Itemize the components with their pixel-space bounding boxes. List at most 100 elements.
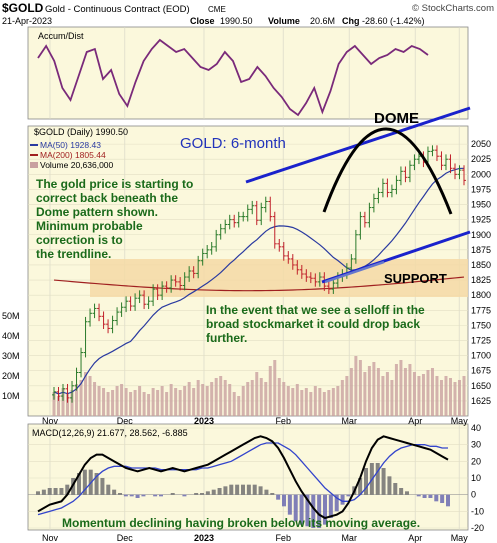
volume-bar <box>228 384 232 416</box>
volume-bar <box>340 380 344 416</box>
volume-bar <box>372 362 376 416</box>
volume-bar <box>399 360 403 416</box>
volume-bar <box>205 386 209 416</box>
price-tick-label: 1625 <box>471 396 491 406</box>
volume-bar <box>75 384 79 416</box>
macd-histogram <box>36 463 450 528</box>
volume-bar <box>255 372 259 416</box>
volume-bar <box>435 376 439 416</box>
volume-bar <box>273 360 277 416</box>
macd-signal-line <box>37 442 448 516</box>
ma50-line <box>53 167 465 395</box>
macd-tick-label: 30 <box>471 440 481 450</box>
volume-bar <box>70 390 74 416</box>
source-credit: © StockCharts.com <box>412 3 494 14</box>
macd-histogram-bar <box>217 488 222 495</box>
macd-histogram-bar <box>77 473 81 495</box>
x-tick-label: May <box>451 533 469 543</box>
macd-histogram-bar <box>434 494 439 502</box>
volume-bar <box>367 366 371 416</box>
volume-bar <box>430 368 434 416</box>
price-tick-label: 1800 <box>471 290 491 300</box>
volume-bar <box>291 388 295 416</box>
volume-bar <box>421 374 425 416</box>
volume-bar <box>462 376 466 416</box>
macd-tick-label: -20 <box>471 523 484 533</box>
volume-bar <box>331 388 335 416</box>
volume-bar <box>192 388 196 416</box>
macd-histogram-bar <box>141 494 146 497</box>
close-label: Close <box>190 16 215 26</box>
macd-histogram-bar <box>47 488 52 495</box>
macd-tick-label: 20 <box>471 456 481 466</box>
commentary-2: In the event that we see a selloff in th… <box>206 303 428 345</box>
volume-bar <box>57 396 61 416</box>
commentary-1: The gold price is starting to correct ba… <box>36 177 197 261</box>
x-tick-label: Apr <box>408 416 422 426</box>
volume-bar <box>277 378 281 416</box>
volume-bar <box>183 386 187 416</box>
volume-bar <box>313 386 317 416</box>
macd-histogram-bar <box>270 493 275 495</box>
macd-histogram-bar <box>159 494 163 497</box>
macd-histogram-bar <box>36 491 40 495</box>
macd-histogram-bar <box>223 486 228 495</box>
volume-tick-label: 20M <box>2 371 20 381</box>
volume-legend-swatch <box>30 162 38 168</box>
macd-histogram-bar <box>393 483 398 495</box>
commentary-3: Momentum declining having broken below i… <box>62 516 420 530</box>
ma200-line <box>53 276 465 292</box>
support-label: SUPPORT <box>384 271 447 286</box>
macd-histogram-bar <box>311 494 316 528</box>
macd-histogram-bar <box>428 494 433 498</box>
accum-dist-legend: Accum/Dist <box>38 31 84 41</box>
volume-bar <box>295 384 299 416</box>
axis-labels: Nov Nov Dec Dec 2023 2023 Feb Feb Mar Mar Apr Apr Ma… <box>2 139 491 543</box>
volume-bar <box>147 394 151 416</box>
volume-bar <box>133 390 137 416</box>
macd-histogram-bar <box>399 488 404 495</box>
macd-histogram-bar <box>100 478 105 495</box>
macd-panel <box>27 423 469 531</box>
volume-bar <box>327 390 331 416</box>
volume-bar <box>444 376 448 416</box>
price-tick-label: 1700 <box>471 351 491 361</box>
volume-bar <box>349 368 353 416</box>
price-tick-label: 2050 <box>471 139 491 149</box>
macd-histogram-bar <box>264 489 269 495</box>
volume-bar <box>120 384 124 416</box>
macd-histogram-bar <box>422 494 427 498</box>
macd-histogram-bar <box>170 493 175 495</box>
volume-bar <box>318 388 322 416</box>
volume-bar <box>142 392 146 416</box>
macd-histogram-bar <box>241 484 245 495</box>
ma200-legend: MA(200) 1805.44 <box>40 150 106 160</box>
macd-histogram-bar <box>123 494 128 497</box>
volume-bar <box>66 394 70 416</box>
volume-bar <box>358 360 362 416</box>
volume-bar <box>93 382 97 416</box>
volume-tick-label: 50M <box>2 311 20 321</box>
macd-histogram-bar <box>41 489 46 495</box>
macd-histogram-bar <box>153 494 158 497</box>
volume-bar <box>457 380 461 416</box>
macd-histogram-bar <box>387 476 392 495</box>
macd-histogram-bar <box>135 494 140 498</box>
volume-bars <box>52 356 466 416</box>
volume-bar <box>448 378 452 416</box>
volume-bar <box>417 376 421 416</box>
price-tick-label: 2000 <box>471 169 491 179</box>
macd-histogram-bar <box>381 468 386 495</box>
price-tick-label: 1675 <box>471 366 491 376</box>
volume-bar <box>115 386 119 416</box>
macd-histogram-bar <box>65 484 70 495</box>
volume-bar <box>111 390 115 416</box>
volume-bar <box>187 382 191 416</box>
macd-histogram-bar <box>106 484 111 495</box>
macd-histogram-bar <box>328 494 333 518</box>
price-tick-label: 1825 <box>471 275 491 285</box>
volume-bar <box>246 382 250 416</box>
macd-histogram-bar <box>440 494 445 503</box>
price-tick-label: 1925 <box>471 215 491 225</box>
macd-tick-label: 0 <box>471 490 476 500</box>
